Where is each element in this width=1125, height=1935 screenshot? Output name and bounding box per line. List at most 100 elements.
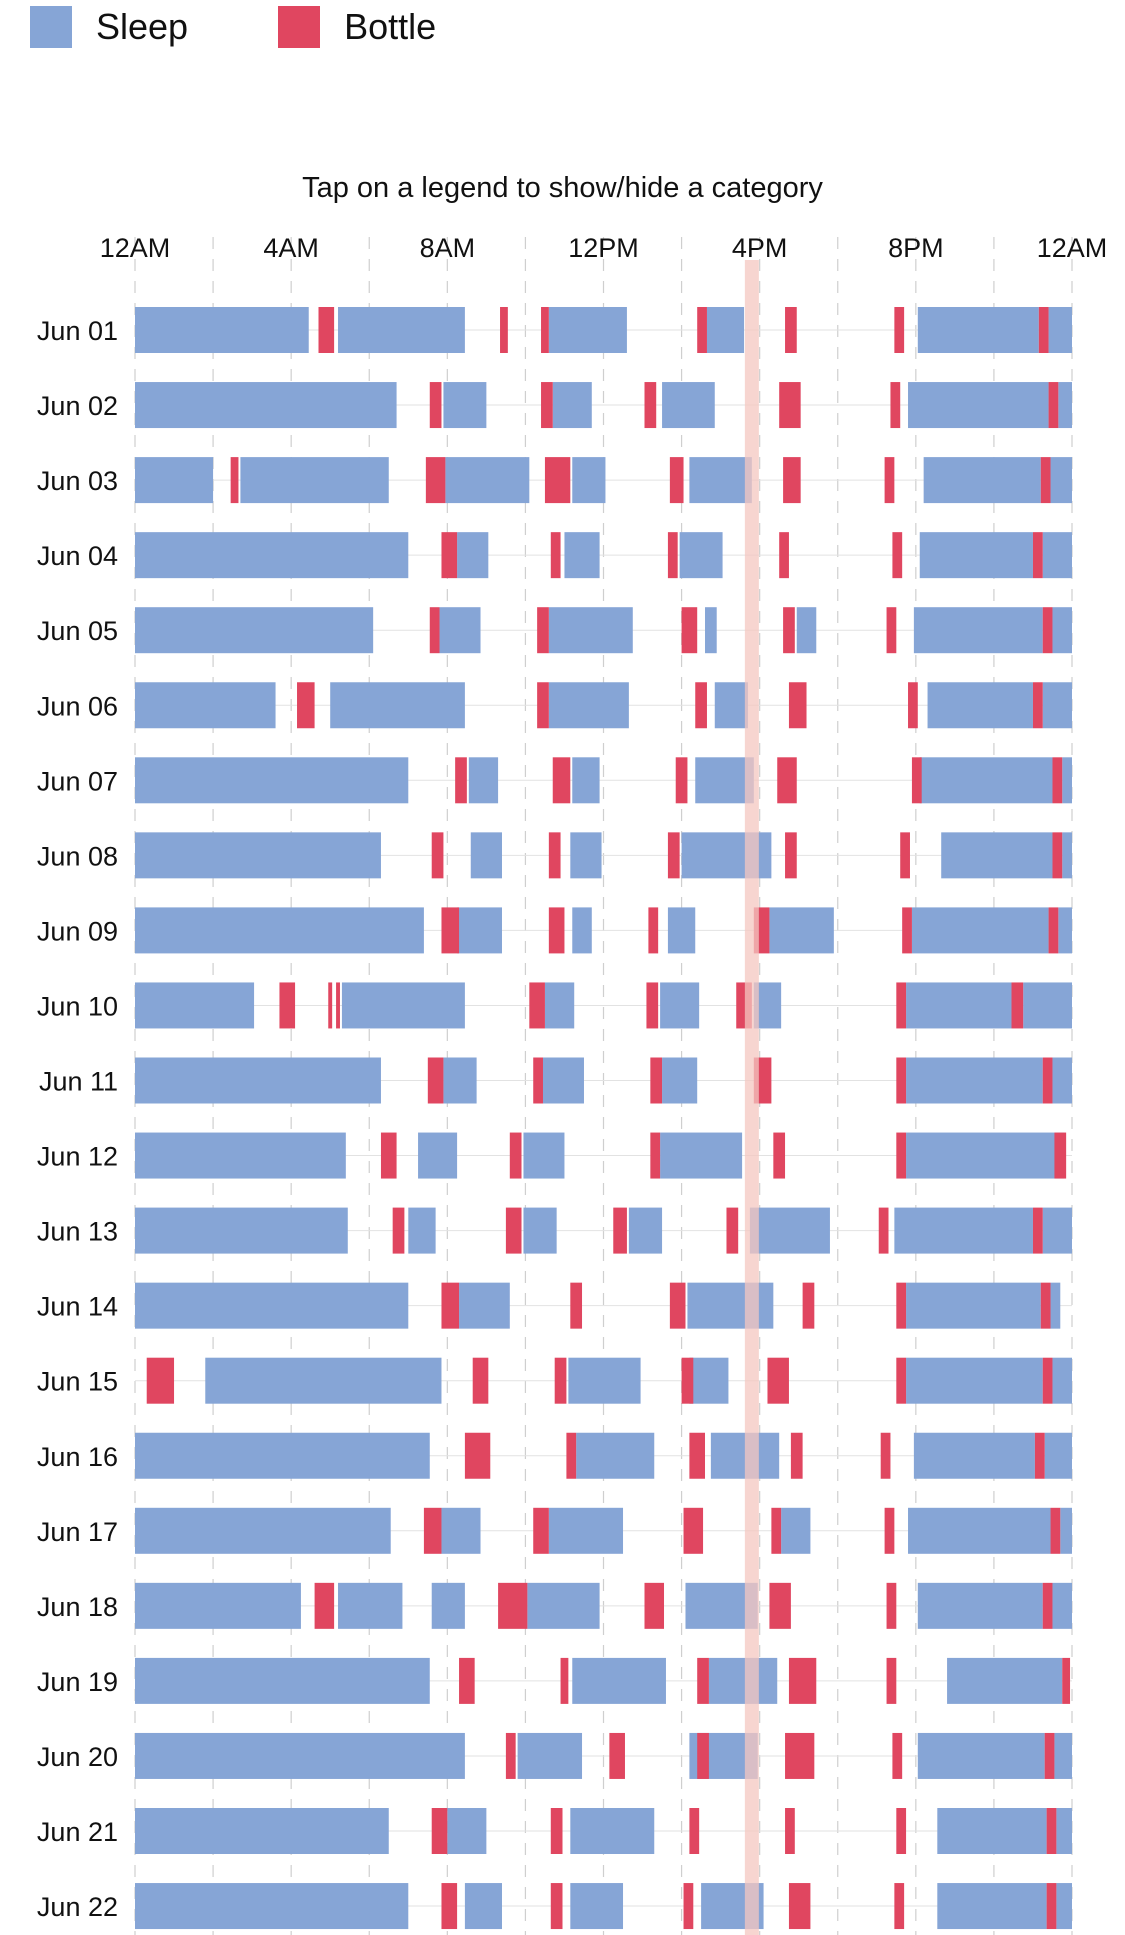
bottle-bar [896,982,907,1029]
sleep-bar [457,907,502,954]
bottle-bar [900,832,910,879]
sleep-bar [564,532,600,579]
bottle-bar [552,757,571,804]
bottle-bar [644,1582,665,1629]
sleep-bar [679,532,723,579]
sleep-bar [135,682,276,729]
row-label: Jun 04 [37,541,118,571]
sleep-bar [919,532,1033,579]
row-label: Jun 01 [37,316,118,346]
chart-hint: Tap on a legend to show/hide a category [302,172,823,204]
sleep-bar [135,1057,381,1104]
sleep-bar [1062,832,1072,879]
sleep-bar [205,1357,442,1404]
bottle-bar [297,682,315,729]
sleep-bar [576,1432,655,1479]
sleep-bar [894,1207,1033,1254]
bottle-bar [681,607,698,654]
bottle-bar [554,1357,567,1404]
sleep-bar [749,1207,830,1254]
bottle-bar [423,1507,442,1554]
bottle-bar [533,1057,543,1104]
bottle-bar [613,1207,627,1254]
sleep-bar [135,1282,409,1329]
bottle-bar [667,532,678,579]
x-tick-label: 12PM [568,233,639,263]
bottle-bar [894,307,905,353]
bottle-bar [785,832,797,879]
bottle-bar [459,1657,475,1704]
sleep-bar [1052,1057,1072,1104]
sleep-bar [135,457,214,504]
sleep-bar [523,1207,557,1254]
sleep-bar [1050,457,1072,504]
row-label: Jun 16 [37,1442,118,1472]
bottle-bar [1040,1282,1051,1329]
bottle-bar [441,1282,460,1329]
bottle-bar [785,307,797,353]
sleep-bar [457,532,489,579]
current-time-highlight [744,260,759,1935]
row-label: Jun 08 [37,841,118,871]
bottle-bar [498,1582,528,1629]
bottle-bar [550,532,561,579]
bottle-bar [336,982,340,1029]
legend: Sleep Bottle [30,6,436,48]
bottle-bar [911,757,922,804]
sleep-bar [695,757,754,804]
bottle-bar [890,382,901,429]
sleep-bar [135,1432,430,1479]
bottle-bar [785,1808,795,1854]
bottle-bar [279,982,296,1029]
legend-item-sleep[interactable]: Sleep [30,6,188,48]
bottle-bar [695,682,707,729]
bottle-bar [697,307,707,353]
sleep-bar [135,1657,430,1704]
bottle-bar [441,532,458,579]
bottle-bar [529,982,545,1029]
bottle-bar [548,907,565,954]
sleep-bar [240,457,389,504]
sleep-bar [135,757,409,804]
bottle-bar [533,1507,549,1554]
sleep-bar [408,1207,436,1254]
bottle-bar [689,1432,706,1479]
bottle-bar [886,1582,897,1629]
bottle-bar [884,457,895,504]
legend-item-bottle[interactable]: Bottle [278,6,436,48]
sleep-bar [687,1282,774,1329]
bottle-bar [1032,682,1043,729]
sleep-bar [1060,1507,1072,1554]
bottle-bar [1032,532,1043,579]
bottle-bar [894,1883,905,1930]
bottle-bar [1052,832,1063,879]
bottle-bar [788,682,807,729]
bottle-bar [783,607,795,654]
bottle-bar [230,457,239,504]
sleep-bar [552,382,592,429]
bottle-bar [650,1057,663,1104]
bottle-bar [1046,1883,1057,1930]
bottle-bar [1040,457,1051,504]
sleep-bar [468,757,499,804]
bottle-bar [896,1057,907,1104]
bottle-bar [541,307,549,353]
bottle-bar [884,1507,895,1554]
sleep-bar [135,1883,409,1930]
sleep-bar [523,1132,565,1179]
sleep-bar [913,607,1043,654]
row-label: Jun 21 [37,1817,118,1847]
bottle-bar [788,1657,817,1704]
sleep-bar [1052,1582,1072,1629]
bottle-bar [644,382,657,429]
sleep-bar [135,307,309,353]
legend-label-bottle: Bottle [344,6,437,47]
bottle-bar [392,1207,405,1254]
x-tick-label: 8AM [420,233,476,263]
bottle-bar [1052,757,1063,804]
row-label: Jun 19 [37,1667,118,1697]
bottle-bar [669,1282,686,1329]
bottle-bar [886,1657,897,1704]
bottle-bar [1042,1357,1053,1404]
legend-label-sleep: Sleep [96,6,189,47]
